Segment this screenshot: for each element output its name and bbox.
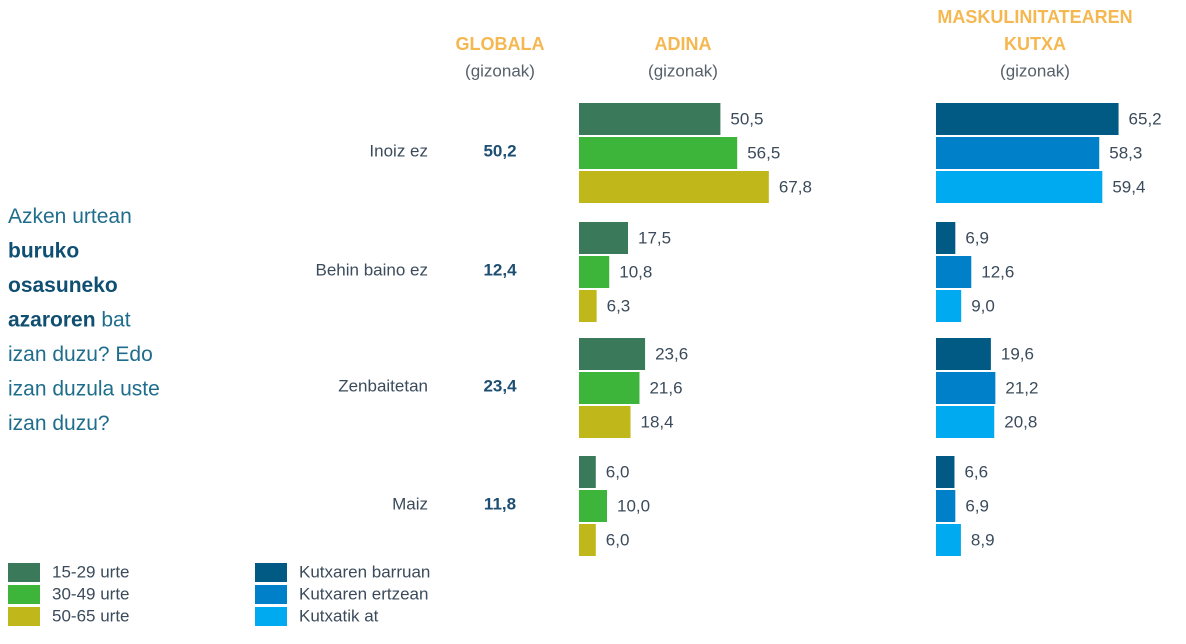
subheader: (gizonak) — [648, 61, 718, 80]
bar — [936, 456, 955, 488]
bar — [936, 103, 1119, 135]
question-text: izan duzula uste — [8, 377, 160, 400]
question-line: izan duzu? — [8, 412, 110, 435]
bar — [579, 290, 597, 322]
bar — [936, 137, 1100, 169]
legend-swatch — [8, 563, 40, 582]
question-text: osasuneko — [8, 274, 118, 297]
bar — [579, 490, 607, 522]
value-label: 8,9 — [971, 530, 995, 549]
bar — [936, 372, 996, 404]
question-text: izan duzu? — [8, 412, 110, 435]
category-label: Zenbaitetan — [338, 376, 428, 395]
header: GLOBALA — [456, 34, 545, 54]
bar — [936, 490, 956, 522]
value-label: 6,0 — [606, 530, 630, 549]
bar — [579, 256, 610, 288]
question-line: Azken urtean — [8, 205, 132, 228]
global-value: 23,4 — [483, 376, 517, 395]
value-label: 6,3 — [607, 296, 631, 315]
bar — [936, 171, 1103, 203]
global-value: 12,4 — [483, 260, 517, 279]
question-text: azaroren — [8, 308, 96, 331]
question-line: azaroren bat — [8, 308, 131, 331]
subheader: (gizonak) — [1000, 61, 1070, 80]
bar — [579, 372, 640, 404]
value-label: 67,8 — [779, 177, 812, 196]
bar — [579, 524, 596, 556]
value-label: 56,5 — [747, 143, 780, 162]
value-label: 6,9 — [965, 496, 989, 515]
bar — [579, 222, 628, 254]
bar — [579, 103, 721, 135]
question-text: Azken urtean — [8, 205, 132, 228]
bar — [579, 406, 631, 438]
global-value: 11,8 — [484, 494, 516, 513]
legend-label: 50-65 urte — [52, 606, 130, 625]
bar — [936, 524, 961, 556]
global-value: 50,2 — [483, 141, 516, 160]
value-label: 10,0 — [617, 496, 650, 515]
bar — [579, 171, 769, 203]
value-label: 6,9 — [965, 228, 989, 247]
legend-label: Kutxaren barruan — [299, 562, 430, 581]
value-label: 21,6 — [649, 378, 682, 397]
bar — [936, 222, 956, 254]
legend-label: Kutxaren ertzean — [299, 584, 428, 603]
legend-swatch — [255, 585, 287, 604]
header: ADINA — [655, 34, 712, 54]
subheader: (gizonak) — [465, 61, 535, 80]
value-label: 17,5 — [638, 228, 671, 247]
legend-swatch — [8, 607, 40, 626]
value-label: 18,4 — [641, 412, 674, 431]
value-label: 65,2 — [1129, 109, 1162, 128]
question-line: izan duzula uste — [8, 377, 160, 400]
header: MASKULINITATEAREN — [937, 7, 1132, 27]
value-label: 12,6 — [981, 262, 1014, 281]
value-label: 50,5 — [730, 109, 763, 128]
bar — [936, 290, 962, 322]
header: KUTXA — [1004, 34, 1066, 54]
question-line: buruko — [8, 239, 79, 262]
question-line: osasuneko — [8, 274, 118, 297]
legend-swatch — [8, 585, 40, 604]
question-text: izan duzu? Edo — [8, 343, 153, 366]
category-label: Maiz — [392, 494, 428, 513]
legend-swatch — [255, 607, 287, 626]
bar — [936, 256, 972, 288]
question-text: bat — [96, 308, 131, 331]
question-text: buruko — [8, 239, 79, 262]
value-label: 10,8 — [619, 262, 652, 281]
bar — [936, 406, 995, 438]
bar — [936, 338, 991, 370]
legend-label: Kutxatik at — [299, 606, 379, 625]
bar — [579, 338, 646, 370]
value-label: 58,3 — [1109, 143, 1142, 162]
category-label: Inoiz ez — [369, 141, 428, 160]
value-label: 59,4 — [1112, 177, 1145, 196]
value-label: 23,6 — [655, 344, 688, 363]
legend-label: 15-29 urte — [52, 562, 130, 581]
value-label: 6,0 — [606, 462, 630, 481]
value-label: 9,0 — [971, 296, 995, 315]
bar — [579, 137, 738, 169]
value-label: 6,6 — [964, 462, 988, 481]
question-line: izan duzu? Edo — [8, 343, 153, 366]
bar — [579, 456, 596, 488]
value-label: 20,8 — [1004, 412, 1037, 431]
category-label: Behin baino ez — [316, 260, 428, 279]
value-label: 21,2 — [1005, 378, 1038, 397]
legend-swatch — [255, 563, 287, 582]
legend-label: 30-49 urte — [52, 584, 130, 603]
value-label: 19,6 — [1001, 344, 1034, 363]
